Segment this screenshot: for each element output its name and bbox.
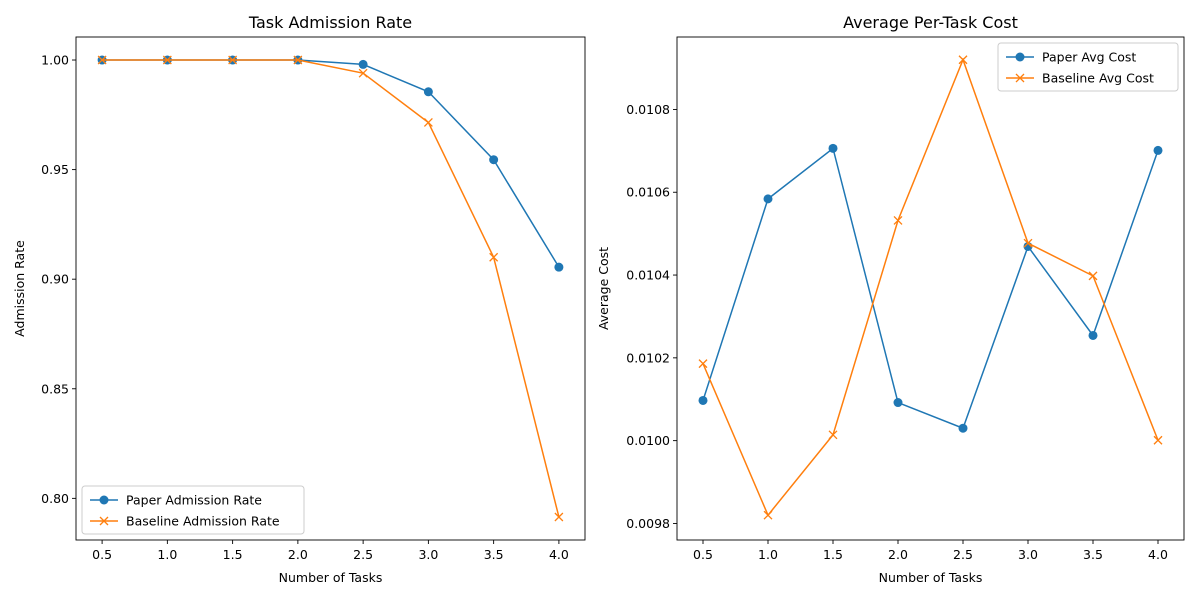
data-point: [423, 118, 433, 127]
x-tick-label: 1.5: [223, 547, 243, 562]
x-tick-label: 2.5: [353, 547, 373, 562]
legend-marker: [99, 516, 109, 526]
y-tick-label: 0.85: [41, 381, 69, 396]
x-tick-label: 3.0: [418, 547, 438, 562]
series-line: [702, 147, 1159, 430]
x-axis-label: Number of Tasks: [879, 570, 983, 585]
legend-entry: Baseline Avg Cost: [1006, 71, 1154, 86]
data-point: [1088, 330, 1098, 340]
legend-box: [997, 42, 1179, 92]
series-line: [102, 59, 560, 268]
data-point: [828, 430, 838, 440]
data-point: [489, 252, 499, 262]
data-point: [1023, 238, 1033, 248]
x-axis-label: Number of Tasks: [279, 570, 383, 585]
legend-marker: [1015, 52, 1025, 62]
y-tick-label: 1.00: [41, 53, 69, 68]
legend-marker: [1015, 73, 1025, 83]
series-line: [102, 59, 560, 518]
x-tick-label: 2.0: [888, 547, 908, 562]
data-point: [828, 143, 838, 153]
data-point: [958, 55, 968, 65]
x-tick-label: 3.5: [1083, 547, 1103, 562]
data-point: [1153, 435, 1163, 445]
y-tick-label: 0.0104: [626, 268, 670, 283]
y-tick-label: 0.0098: [626, 516, 670, 531]
data-point: [958, 423, 968, 433]
data-point: [293, 55, 303, 65]
x-tick-label: 1.0: [157, 547, 177, 562]
data-point: [97, 55, 107, 65]
legend-label: Baseline Avg Cost: [1042, 71, 1154, 86]
y-tick-label: 0.0100: [626, 433, 670, 448]
data-point: [893, 215, 903, 225]
data-point: [554, 262, 564, 272]
y-tick-label: 0.0108: [626, 102, 670, 117]
legend-entry: Paper Avg Cost: [1006, 50, 1136, 65]
chart-title: Average Per-Task Cost: [843, 13, 1018, 32]
legend-label: Paper Avg Cost: [1042, 50, 1136, 65]
y-tick-label: 0.0106: [626, 185, 670, 200]
x-tick-label: 4.0: [1148, 547, 1168, 562]
chart-title: Task Admission Rate: [248, 13, 412, 32]
x-tick-label: 1.0: [758, 547, 778, 562]
chart-admission-rate: Task Admission Rate Number of Tasks Admi…: [12, 13, 586, 585]
legend-marker: [99, 495, 109, 505]
data-point: [1153, 145, 1163, 155]
data-point: [698, 395, 708, 405]
data-point: [489, 155, 499, 165]
data-point: [893, 398, 903, 408]
x-tick-label: 3.0: [1018, 547, 1038, 562]
data-point: [1088, 271, 1098, 281]
legend-label: Baseline Admission Rate: [126, 514, 280, 529]
data-point: [554, 512, 564, 522]
data-point: [698, 359, 708, 369]
series-line: [702, 57, 1159, 517]
legend-entry: Baseline Admission Rate: [90, 514, 280, 529]
x-tick-label: 2.5: [953, 547, 973, 562]
y-tick-label: 0.90: [41, 272, 69, 287]
data-point: [358, 68, 368, 78]
y-tick-label: 0.95: [41, 162, 69, 177]
y-tick-label: 0.80: [41, 491, 69, 506]
x-tick-label: 3.5: [484, 547, 504, 562]
data-point: [763, 194, 773, 204]
data-point: [162, 55, 172, 65]
legend: Paper Admission Rate Baseline Admission R…: [81, 485, 305, 535]
legend-box: [81, 485, 305, 535]
x-tick-label: 1.5: [823, 547, 843, 562]
chart-average-cost: Average Per-Task Cost Number of Tasks Av…: [596, 13, 1185, 585]
y-axis-label: Admission Rate: [12, 240, 27, 337]
data-point: [423, 87, 433, 97]
plot-frame: [676, 36, 1185, 541]
y-axis-label: Average Cost: [596, 247, 611, 330]
data-point: [358, 59, 368, 69]
x-tick-label: 0.5: [92, 547, 112, 562]
y-tick-label: 0.0102: [626, 350, 670, 365]
x-tick-label: 0.5: [693, 547, 713, 562]
data-point: [228, 55, 238, 65]
x-tick-label: 4.0: [549, 547, 569, 562]
series-baseline: [97, 55, 564, 522]
legend-entry: Paper Admission Rate: [90, 493, 262, 508]
data-point: [763, 510, 773, 520]
series-paper: [97, 55, 564, 272]
x-tick-label: 2.0: [288, 547, 308, 562]
series-paper: [698, 143, 1163, 433]
legend-label: Paper Admission Rate: [126, 493, 262, 508]
plot-frame: [75, 36, 586, 541]
series-baseline: [698, 55, 1163, 520]
legend: Paper Avg Cost Baseline Avg Cost: [997, 42, 1179, 92]
